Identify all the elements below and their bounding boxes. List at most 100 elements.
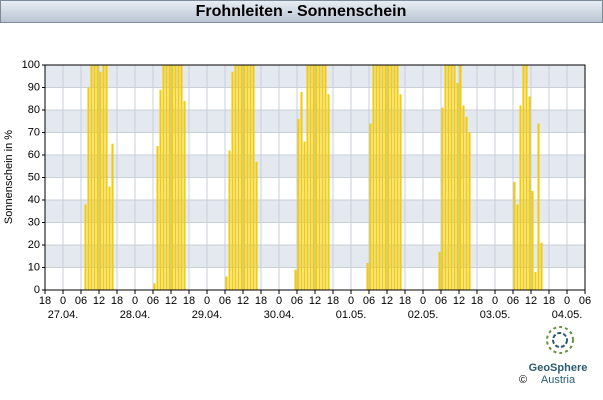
y-tick-label: 40	[28, 194, 40, 206]
bar	[525, 65, 528, 290]
bar	[225, 276, 228, 290]
bar	[513, 182, 516, 290]
x-tick-label: 06	[75, 295, 87, 307]
x-tick-label: 0	[60, 295, 66, 307]
bar	[171, 65, 174, 290]
date-label: 04.05.	[552, 309, 583, 321]
logo	[546, 326, 574, 354]
x-tick-label: 12	[309, 295, 321, 307]
bar	[324, 65, 327, 290]
bar	[240, 65, 243, 290]
x-tick-label: 18	[111, 295, 123, 307]
y-tick-label: 30	[28, 216, 40, 228]
x-tick-label: 12	[525, 295, 537, 307]
plot-area	[44, 64, 586, 291]
y-tick-label: 20	[28, 239, 40, 251]
bar	[537, 123, 540, 290]
y-tick-label: 90	[28, 81, 40, 93]
bar	[255, 161, 258, 290]
bar	[180, 65, 183, 290]
y-tick-label: 50	[28, 171, 40, 183]
x-tick-label: 06	[147, 295, 159, 307]
x-tick-label: 06	[507, 295, 519, 307]
x-tick-label: 0	[420, 295, 426, 307]
bar	[369, 123, 372, 290]
x-tick-label: 18	[183, 295, 195, 307]
x-tick-label: 06	[579, 295, 591, 307]
x-tick-label: 18	[255, 295, 267, 307]
date-label: 27.04.	[48, 309, 79, 321]
bar	[441, 107, 444, 290]
bar	[93, 65, 96, 290]
bar	[522, 65, 525, 290]
date-label: 03.05.	[480, 309, 511, 321]
bar	[297, 119, 300, 290]
bar	[102, 65, 105, 290]
brand-sub: Austria	[541, 374, 576, 386]
bar	[438, 251, 441, 290]
bar	[372, 65, 375, 290]
bar	[531, 191, 534, 290]
bar	[396, 65, 399, 290]
bar	[516, 204, 519, 290]
bar	[249, 65, 252, 290]
x-tick-label: 18	[543, 295, 555, 307]
x-tick-label: 0	[348, 295, 354, 307]
bar	[534, 272, 537, 290]
bar	[375, 65, 378, 290]
bar	[456, 83, 459, 290]
bar	[105, 65, 108, 290]
bar	[528, 96, 531, 290]
bar	[90, 65, 93, 290]
x-tick-label: 0	[276, 295, 282, 307]
bar	[183, 101, 186, 290]
bar	[234, 65, 237, 290]
date-label: 28.04.	[120, 309, 151, 321]
bar	[87, 87, 90, 290]
bar	[111, 143, 114, 290]
bar	[99, 71, 102, 290]
x-tick-label: 12	[453, 295, 465, 307]
bar	[303, 141, 306, 290]
x-tick-label: 06	[363, 295, 375, 307]
bar	[153, 283, 156, 290]
x-tick-label: 06	[435, 295, 447, 307]
bar	[453, 65, 456, 290]
bar	[165, 65, 168, 290]
y-tick-label: 60	[28, 149, 40, 161]
bar	[312, 65, 315, 290]
bar	[294, 269, 297, 290]
bar	[519, 105, 522, 290]
x-tick-label: 0	[564, 295, 570, 307]
bar	[84, 204, 87, 290]
bar	[540, 242, 543, 290]
bar	[231, 71, 234, 290]
x-tick-label: 12	[93, 295, 105, 307]
date-label: 29.04.	[192, 309, 223, 321]
x-tick-label: 12	[237, 295, 249, 307]
bar	[96, 65, 99, 290]
y-tick-label: 70	[28, 126, 40, 138]
y-tick-label: 0	[34, 284, 40, 296]
bar	[174, 65, 177, 290]
x-tick-label: 12	[381, 295, 393, 307]
logo-mark	[546, 326, 574, 354]
bar	[447, 65, 450, 290]
bar	[315, 65, 318, 290]
bar	[450, 65, 453, 290]
x-tick-label: 06	[219, 295, 231, 307]
bar	[321, 65, 324, 290]
bar	[378, 65, 381, 290]
bar	[465, 116, 468, 290]
bar	[444, 65, 447, 290]
bar	[246, 65, 249, 290]
date-label: 02.05.	[408, 309, 439, 321]
chart-title: Frohnleiten - Sonnenschein	[196, 3, 407, 20]
copyright: ©	[519, 374, 527, 386]
bar	[168, 65, 171, 290]
bar	[366, 263, 369, 290]
x-tick-label: 12	[165, 295, 177, 307]
brand: GeoSphere	[529, 362, 588, 374]
y-tick-label: 100	[22, 59, 40, 71]
